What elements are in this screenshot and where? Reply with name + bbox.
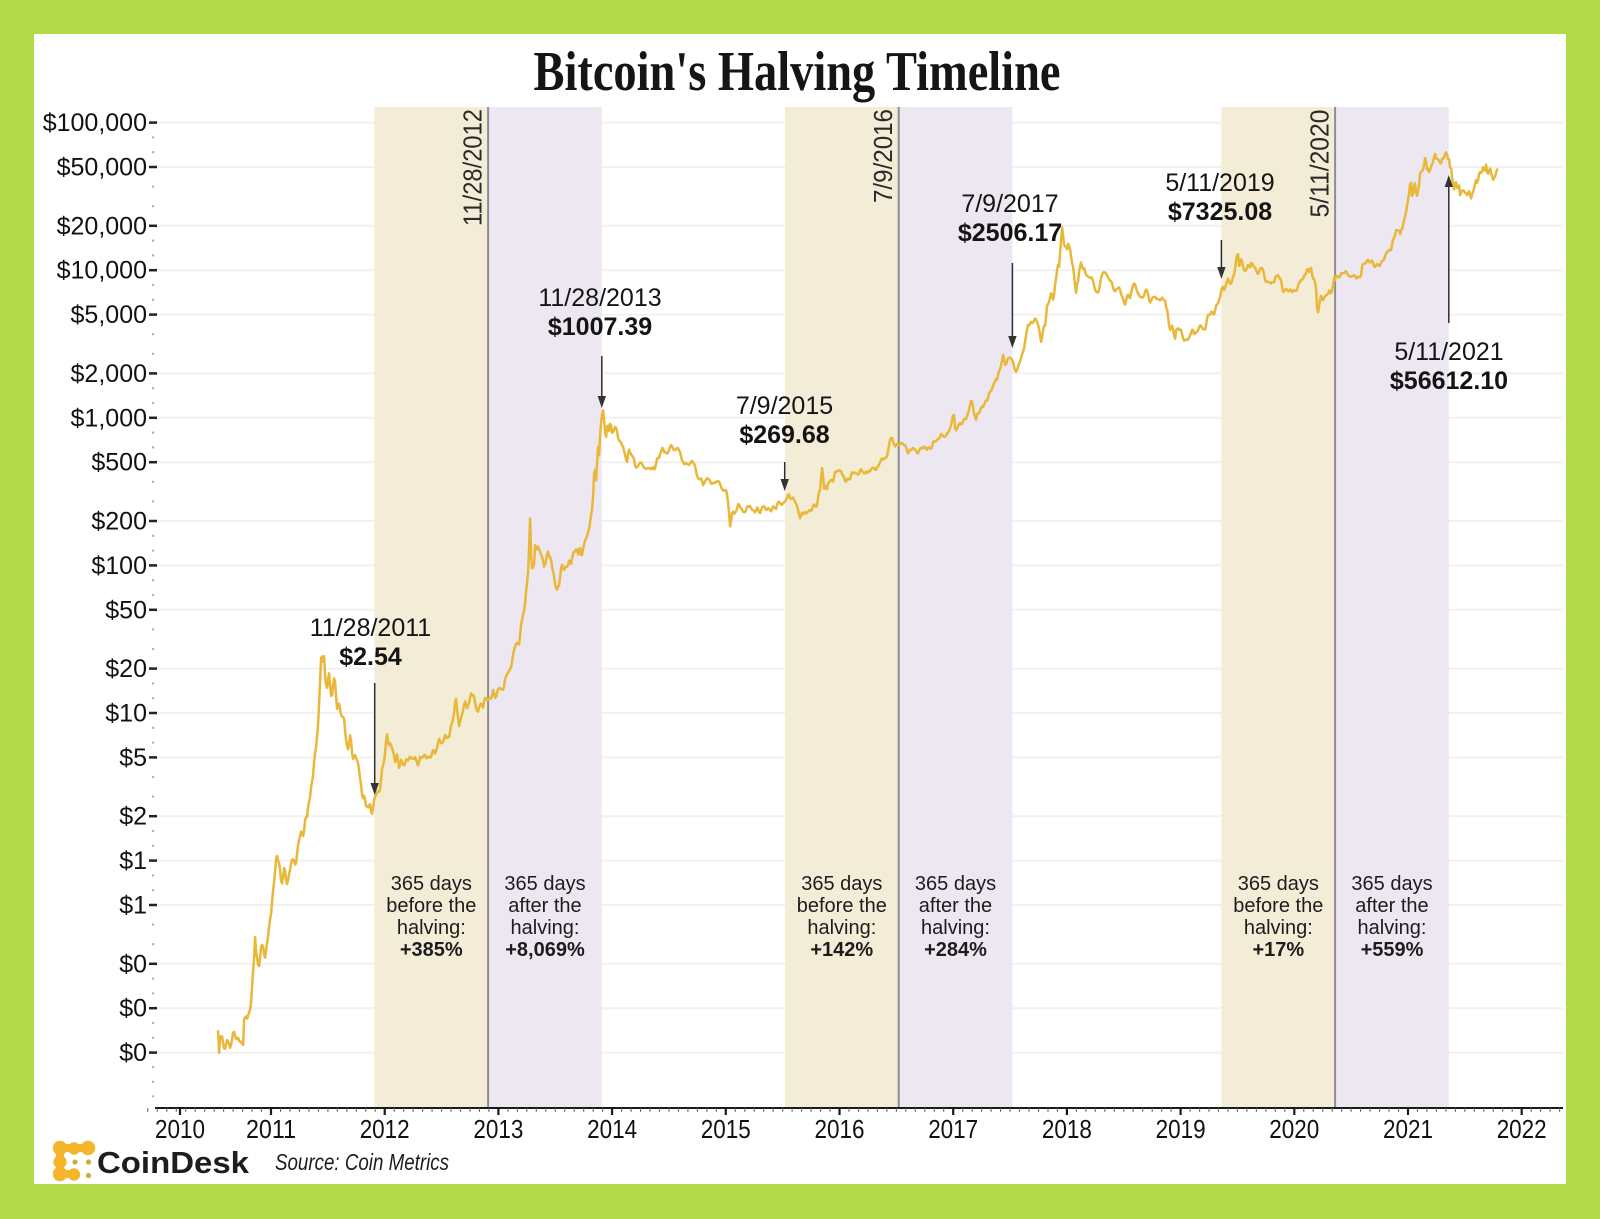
svg-text:halving:: halving:: [511, 917, 580, 939]
svg-text:$10: $10: [105, 700, 147, 728]
svg-text:$269.68: $269.68: [739, 421, 829, 449]
svg-text:halving:: halving:: [1358, 917, 1427, 939]
svg-text:$2506.17: $2506.17: [958, 219, 1062, 247]
svg-text:Bitcoin's Halving Timeline: Bitcoin's Halving Timeline: [534, 41, 1061, 103]
svg-text:$1,000: $1,000: [71, 404, 147, 432]
svg-text:+284%: +284%: [924, 939, 987, 961]
svg-text:$2.54: $2.54: [339, 643, 402, 671]
svg-text:2012: 2012: [360, 1116, 410, 1144]
svg-text:2019: 2019: [1156, 1116, 1206, 1144]
svg-text:5/11/2019: 5/11/2019: [1165, 169, 1274, 197]
svg-text:2016: 2016: [815, 1116, 865, 1144]
svg-text:$50: $50: [105, 596, 147, 624]
svg-text:$56612.10: $56612.10: [1390, 367, 1508, 395]
svg-text:after the: after the: [1355, 895, 1428, 917]
svg-text:365 days: 365 days: [391, 873, 472, 895]
svg-text:$200: $200: [91, 508, 147, 536]
svg-text:$7325.08: $7325.08: [1168, 198, 1272, 226]
svg-text:7/9/2016: 7/9/2016: [868, 109, 898, 203]
svg-text:halving:: halving:: [1244, 917, 1313, 939]
svg-text:2014: 2014: [587, 1116, 637, 1144]
svg-text:$10,000: $10,000: [57, 257, 147, 285]
svg-text:2022: 2022: [1497, 1116, 1547, 1144]
svg-text:CoinDesk: CoinDesk: [97, 1145, 250, 1180]
svg-text:$2,000: $2,000: [71, 360, 147, 388]
svg-text:5/11/2021: 5/11/2021: [1394, 338, 1503, 366]
svg-text:$1: $1: [119, 847, 147, 875]
svg-text:2021: 2021: [1383, 1116, 1433, 1144]
svg-text:365 days: 365 days: [1351, 873, 1432, 895]
svg-text:$1: $1: [119, 892, 147, 920]
svg-text:halving:: halving:: [397, 917, 466, 939]
svg-text:before the: before the: [797, 895, 887, 917]
svg-text:$100: $100: [91, 552, 147, 580]
svg-text:$5: $5: [119, 744, 147, 772]
svg-text:$2: $2: [119, 803, 147, 831]
svg-text:2013: 2013: [473, 1116, 523, 1144]
svg-text:7/9/2017: 7/9/2017: [961, 190, 1058, 218]
svg-text:after the: after the: [919, 895, 992, 917]
svg-text:$1007.39: $1007.39: [548, 313, 652, 341]
svg-text:2020: 2020: [1269, 1116, 1319, 1144]
svg-text:365 days: 365 days: [801, 873, 882, 895]
svg-text:halving:: halving:: [921, 917, 990, 939]
svg-text:+8,069%: +8,069%: [505, 939, 585, 961]
svg-text:$20,000: $20,000: [57, 212, 147, 240]
svg-text:$0: $0: [119, 1039, 147, 1067]
svg-text:2011: 2011: [246, 1116, 296, 1144]
svg-text:365 days: 365 days: [1238, 873, 1319, 895]
svg-text:$50,000: $50,000: [57, 154, 147, 182]
svg-text:+142%: +142%: [810, 939, 873, 961]
svg-text:11/28/2012: 11/28/2012: [458, 109, 488, 226]
svg-text:$0: $0: [119, 995, 147, 1023]
svg-text:11/28/2011: 11/28/2011: [310, 614, 431, 642]
svg-text:$500: $500: [91, 449, 147, 477]
svg-text:2017: 2017: [928, 1116, 978, 1144]
svg-text:before the: before the: [1233, 895, 1323, 917]
svg-text:2010: 2010: [155, 1116, 205, 1144]
svg-text:2015: 2015: [701, 1116, 751, 1144]
svg-text:365 days: 365 days: [504, 873, 585, 895]
svg-text:$20: $20: [105, 655, 147, 683]
svg-text:+17%: +17%: [1252, 939, 1304, 961]
svg-text:halving:: halving:: [807, 917, 876, 939]
svg-text:+385%: +385%: [400, 939, 463, 961]
svg-text:5/11/2020: 5/11/2020: [1305, 110, 1335, 218]
svg-text:$100,000: $100,000: [43, 109, 147, 137]
svg-text:11/28/2013: 11/28/2013: [538, 284, 661, 312]
svg-text:after the: after the: [508, 895, 581, 917]
svg-text:$0: $0: [119, 950, 147, 978]
svg-text:before the: before the: [386, 895, 476, 917]
svg-text:+559%: +559%: [1361, 939, 1424, 961]
svg-text:Source: Coin Metrics: Source: Coin Metrics: [275, 1149, 449, 1175]
svg-text:2018: 2018: [1042, 1116, 1092, 1144]
svg-text:365 days: 365 days: [915, 873, 996, 895]
svg-text:7/9/2015: 7/9/2015: [736, 392, 833, 420]
svg-text:$5,000: $5,000: [71, 301, 147, 329]
